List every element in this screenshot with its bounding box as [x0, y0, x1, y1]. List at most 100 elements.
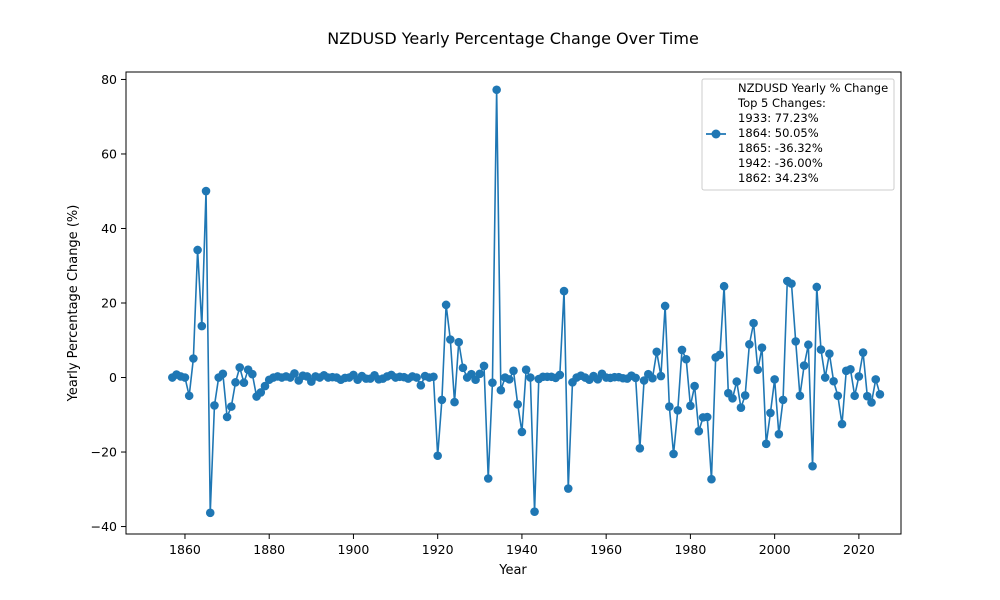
data-point — [189, 354, 198, 363]
data-point — [740, 391, 750, 400]
data-point — [504, 375, 514, 384]
x-tick-label: 2000 — [759, 542, 791, 557]
y-tick-label: 0 — [109, 370, 117, 385]
data-point — [256, 388, 266, 397]
data-point — [248, 369, 257, 379]
data-point — [795, 391, 805, 401]
legend-line: 1865: -36.32% — [738, 141, 823, 155]
data-point — [458, 363, 468, 373]
series-layer — [168, 85, 885, 518]
data-point — [681, 354, 691, 364]
data-point — [475, 369, 485, 379]
data-point — [686, 401, 695, 411]
x-tick-label: 1860 — [169, 542, 201, 557]
data-point — [496, 385, 506, 395]
data-point — [488, 378, 497, 388]
data-point — [799, 361, 809, 370]
data-point — [652, 347, 662, 357]
data-point — [787, 279, 796, 288]
x-tick-label: 1980 — [674, 542, 706, 557]
data-point — [858, 348, 868, 357]
y-axis-ticks: −40 −20 0 20 40 60 80 — [91, 72, 126, 534]
data-point — [513, 400, 523, 409]
legend-line: NZDUSD Yearly % Change — [738, 81, 888, 95]
data-point — [656, 371, 666, 381]
data-point — [631, 373, 640, 383]
data-point — [559, 286, 569, 296]
data-point — [660, 301, 670, 311]
y-tick-label: 60 — [101, 146, 117, 161]
x-tick-label: 2020 — [843, 542, 875, 557]
data-point — [239, 378, 249, 388]
data-point — [235, 363, 245, 372]
data-point — [665, 402, 674, 411]
data-point — [833, 391, 843, 401]
data-point — [707, 474, 716, 484]
x-tick-label: 1900 — [338, 542, 370, 557]
y-tick-label: 20 — [101, 296, 117, 311]
data-point — [290, 369, 299, 378]
data-point — [732, 377, 742, 386]
legend-box — [701, 78, 895, 191]
data-point — [180, 373, 190, 382]
x-axis-label: Year — [498, 563, 527, 578]
data-point — [753, 365, 763, 374]
data-point — [850, 391, 859, 401]
data-point — [816, 345, 826, 354]
data-point — [231, 378, 240, 387]
data-point — [429, 372, 438, 382]
y-tick-label: 80 — [101, 72, 117, 87]
data-point — [719, 281, 729, 291]
data-point — [812, 282, 822, 292]
data-point — [227, 402, 236, 411]
legend-line: 1862: 34.23% — [738, 171, 819, 185]
legend-dot-marker — [711, 129, 721, 139]
data-point — [222, 412, 232, 422]
data-point — [694, 426, 704, 436]
data-point — [205, 508, 215, 518]
data-point — [635, 444, 645, 453]
data-point — [454, 337, 464, 347]
data-point — [563, 484, 573, 493]
legend-line: 1864: 50.05% — [738, 126, 819, 140]
data-point — [745, 340, 754, 349]
data-point — [669, 449, 678, 459]
data-point — [521, 365, 531, 374]
chart-title: NZDUSD Yearly Percentage Change Over Tim… — [327, 29, 699, 48]
data-point — [517, 427, 527, 437]
y-axis-label: Yearly Percentage Change (%) — [66, 205, 81, 403]
data-point — [715, 350, 725, 360]
legend-line: 1933: 77.23% — [738, 111, 819, 125]
data-point — [791, 337, 800, 346]
data-point — [677, 345, 687, 355]
data-point — [766, 408, 775, 418]
data-point — [774, 429, 784, 439]
data-point — [437, 395, 447, 405]
data-point — [673, 406, 683, 415]
data-point — [829, 376, 838, 386]
data-point — [412, 373, 421, 382]
data-point — [483, 474, 493, 483]
data-point — [526, 373, 535, 382]
data-point — [854, 372, 864, 381]
legend-line: 1942: -36.00% — [738, 156, 823, 170]
x-axis-ticks: 1860 1880 1900 1920 1940 1960 1980 2000 2020 — [169, 534, 875, 557]
data-point — [441, 300, 451, 310]
data-point — [218, 369, 228, 379]
data-point — [416, 381, 426, 390]
data-point — [201, 186, 211, 196]
data-point — [690, 381, 699, 391]
data-point — [479, 361, 489, 371]
data-point — [825, 349, 834, 358]
data-point — [530, 507, 539, 516]
data-point — [804, 340, 813, 350]
data-point — [757, 343, 767, 353]
data-point — [808, 461, 817, 471]
data-point — [875, 389, 885, 399]
data-point — [761, 439, 771, 449]
y-tick-label: −20 — [91, 445, 117, 460]
data-point — [863, 391, 872, 401]
data-point — [555, 370, 565, 380]
data-point — [837, 419, 847, 429]
